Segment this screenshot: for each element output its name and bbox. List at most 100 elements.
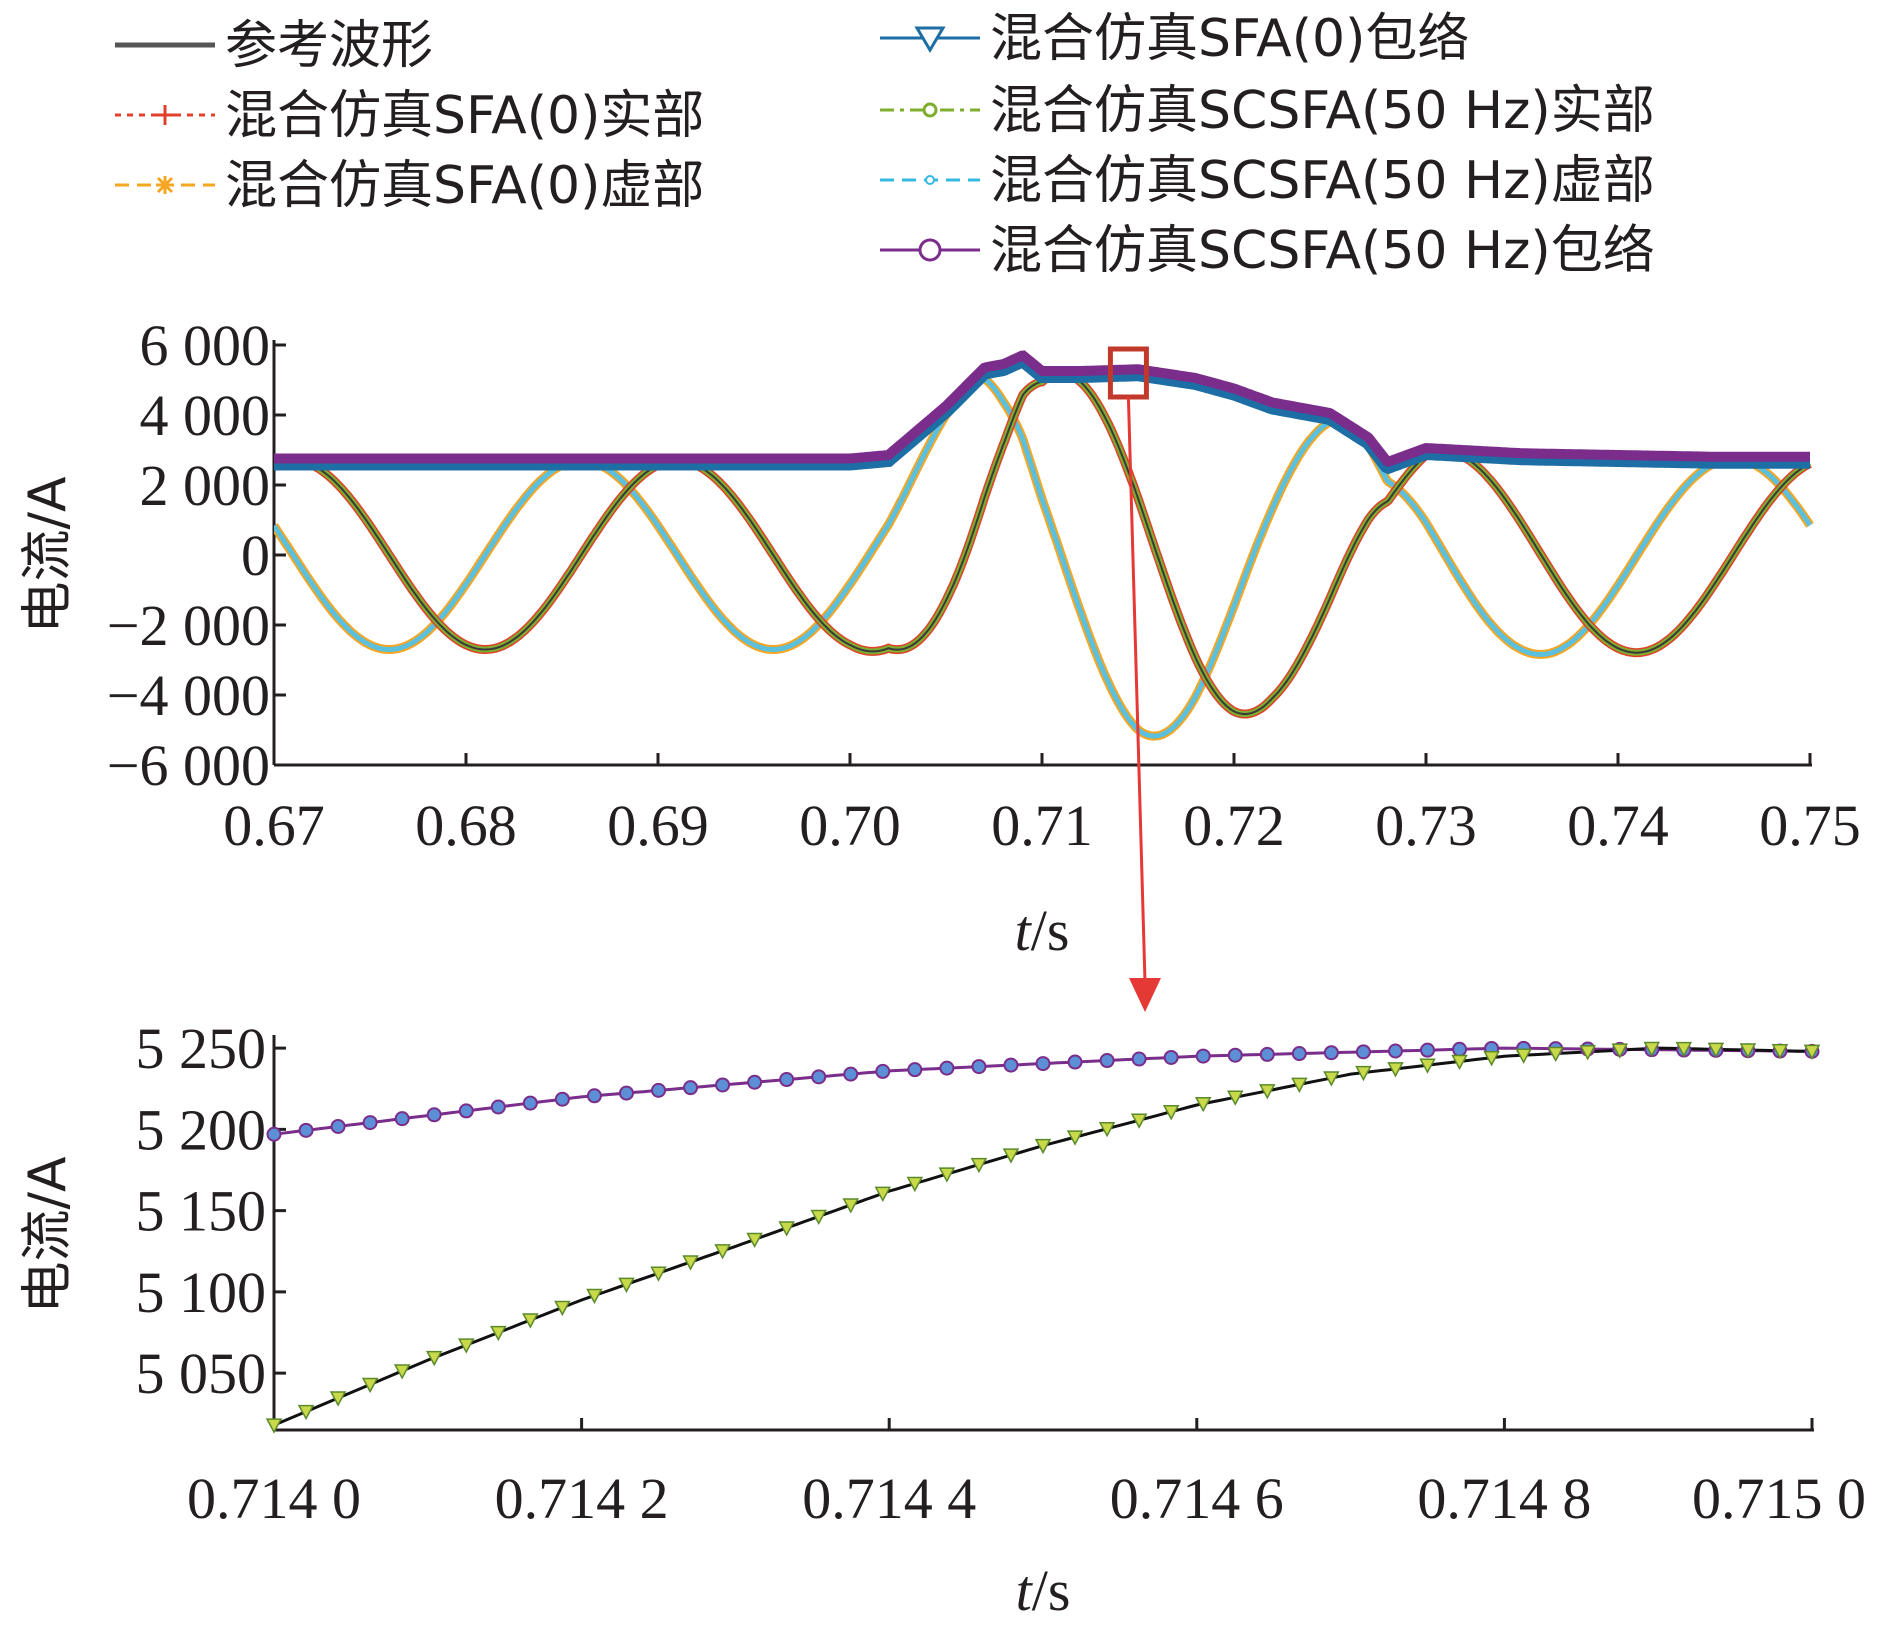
zoom-envelope-marker — [1035, 1056, 1051, 1072]
y-axis-label: 电流/A — [18, 476, 78, 634]
zoom-reference-marker — [1226, 1090, 1244, 1106]
zoom-reference-marker — [297, 1404, 315, 1421]
zoom-x-tick-label: 0.714 8 — [1417, 1466, 1591, 1531]
zoom-reference-marker — [1483, 1050, 1500, 1067]
legend-label: 混合仿真SCSFA(50 Hz)实部 — [990, 81, 1655, 141]
legend-label: 参考波形 — [225, 16, 433, 76]
zoom-envelope-marker — [1067, 1054, 1083, 1070]
zoom-reference-marker — [682, 1255, 699, 1271]
zoom-envelope-marker — [779, 1072, 795, 1088]
zoom-y-tick-label: 5 100 — [136, 1260, 267, 1325]
zoom-reference-marker — [1387, 1062, 1404, 1078]
legend-marker — [914, 26, 946, 53]
zoom-envelope-marker — [1259, 1046, 1275, 1062]
zoom-reference-marker — [1066, 1130, 1084, 1146]
zoom-envelope-marker — [266, 1126, 282, 1142]
zoom-y-tick-label: 5 250 — [136, 1016, 267, 1081]
zoom-reference-marker — [714, 1244, 731, 1260]
legend-item: 参考波形 — [115, 16, 433, 76]
zoom-envelope-marker — [618, 1085, 634, 1101]
zoom-envelope-marker — [1452, 1041, 1468, 1057]
zoom-envelope-marker — [1003, 1057, 1019, 1073]
legend-item: 混合仿真SCSFA(50 Hz)实部 — [880, 81, 1655, 141]
zoom-reference-marker — [1323, 1071, 1340, 1087]
y-tick-label: 4 000 — [140, 383, 271, 448]
zoom-reference-marker — [1579, 1045, 1596, 1061]
y-tick-label: 0 — [241, 523, 270, 588]
zoom-x-tick-label: 0.714 6 — [1110, 1466, 1284, 1531]
zoom-envelope-marker — [458, 1103, 474, 1119]
zoom-reference-marker — [618, 1277, 635, 1293]
zoom-y-tick-label: 5 050 — [136, 1341, 267, 1406]
y-tick-label: −4 000 — [107, 663, 270, 728]
zoom-envelope-marker — [875, 1063, 891, 1079]
legend-item: 混合仿真SFA(0)包络 — [880, 9, 1469, 69]
legend-label: 混合仿真SCSFA(50 Hz)虚部 — [990, 151, 1655, 211]
zoom-envelope-marker — [426, 1107, 442, 1123]
zoom-arrow-head — [1129, 978, 1161, 1012]
zoom-reference-marker — [1611, 1043, 1629, 1059]
zoom-envelope-marker — [747, 1074, 763, 1090]
zoom-reference-marker — [906, 1176, 924, 1193]
zoom-envelope-marker — [1195, 1048, 1211, 1064]
zoom-reference-marker — [265, 1418, 283, 1434]
zoom-envelope-marker — [330, 1118, 346, 1134]
zoom-x-tick-label: 0.715 0 — [1692, 1466, 1866, 1531]
zoom-reference-marker — [1259, 1084, 1276, 1100]
zoom-y-tick-label: 5 200 — [136, 1097, 267, 1162]
zoom-reference-marker — [1291, 1077, 1308, 1094]
zoom-reference-marker — [778, 1221, 795, 1237]
legend-marker — [156, 176, 174, 194]
zoom-reference-marker — [1675, 1041, 1693, 1058]
zoom-envelope-marker — [298, 1122, 314, 1138]
zoom-envelope-marker — [1420, 1042, 1435, 1058]
zoom-reference-marker — [1547, 1046, 1564, 1063]
zoom-envelope-marker — [490, 1099, 506, 1115]
zoom-reference-marker — [938, 1167, 956, 1183]
legend-marker — [918, 238, 942, 262]
zoom-envelope-marker — [362, 1115, 378, 1131]
zoom-reference-marker — [1162, 1105, 1180, 1121]
zoom-reference-marker — [329, 1391, 347, 1407]
legend-item: 混合仿真SCSFA(50 Hz)包络 — [880, 221, 1655, 281]
zoom-reference-marker — [586, 1288, 603, 1305]
zoom-reference-marker — [1194, 1096, 1212, 1113]
x-tick-label: 0.70 — [799, 793, 901, 858]
zoom-envelope-marker — [1227, 1047, 1243, 1063]
legend-item: 混合仿真SFA(0)虚部 — [115, 156, 704, 216]
legend-item: 混合仿真SCSFA(50 Hz)虚部 — [880, 151, 1655, 211]
legend-item: 混合仿真SFA(0)实部 — [115, 86, 704, 146]
zoom-envelope-marker — [394, 1111, 410, 1127]
legend-marker — [925, 175, 935, 185]
zoom-x-axis-label: t/s — [1016, 1558, 1071, 1623]
series-imag-sfa — [274, 374, 1814, 741]
legend-label: 混合仿真SFA(0)虚部 — [225, 156, 704, 216]
y-tick-label: −6 000 — [107, 733, 270, 798]
zoom-reference-marker — [1739, 1043, 1757, 1059]
zoom-reference-marker — [1707, 1042, 1725, 1058]
zoom-reference-marker — [970, 1157, 988, 1174]
zoom-reference-marker — [1002, 1148, 1020, 1164]
x-tick-label: 0.75 — [1759, 793, 1861, 858]
series-imag-scsfa — [274, 376, 1813, 739]
zoom-envelope-marker — [1131, 1051, 1147, 1067]
x-tick-label: 0.72 — [1183, 793, 1285, 858]
zoom-envelope-marker — [1163, 1049, 1179, 1065]
zoom-reference-marker — [554, 1300, 571, 1317]
zoom-annotation — [1107, 346, 1161, 1012]
zoom-x-tick-label: 0.714 4 — [802, 1466, 976, 1531]
zoom-envelope-marker — [586, 1088, 602, 1104]
zoom-reference-marker — [1643, 1041, 1661, 1058]
y-tick-label: −2 000 — [107, 593, 270, 658]
zoom-reference-marker — [425, 1350, 443, 1367]
zoom-reference-marker — [650, 1266, 667, 1282]
series-group — [274, 350, 1814, 741]
zoom-reference-marker — [1803, 1044, 1821, 1060]
series-real-scsfa — [274, 370, 1812, 717]
zoom-envelope-marker — [843, 1066, 859, 1082]
zoom-envelope-marker — [971, 1059, 987, 1075]
zoom-reference-marker — [1034, 1138, 1052, 1155]
zoom-x-tick-label: 0.714 2 — [495, 1466, 669, 1531]
